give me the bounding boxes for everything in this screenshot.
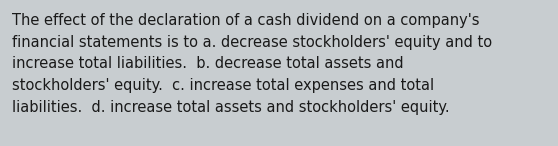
Text: The effect of the declaration of a cash dividend on a company's
financial statem: The effect of the declaration of a cash … bbox=[12, 13, 492, 115]
